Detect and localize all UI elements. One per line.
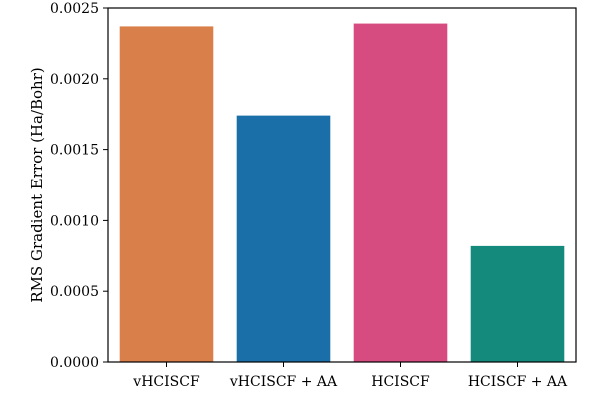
y-tick-label: 0.0000 xyxy=(50,355,99,371)
x-tick-label: vHCISCF xyxy=(132,374,200,390)
y-axis-ticks: 0.0000 0.0005 0.0010 0.0015 0.0020 0.0025 xyxy=(50,1,108,371)
x-tick-label: HCISCF xyxy=(371,374,430,390)
bar-vhciscf xyxy=(119,26,214,363)
bar-hciscf xyxy=(353,23,448,363)
x-tick-label: HCISCF + AA xyxy=(468,374,568,390)
y-tick-label: 0.0015 xyxy=(50,143,99,159)
y-tick-label: 0.0010 xyxy=(50,213,99,229)
y-tick-label: 0.0025 xyxy=(50,1,99,17)
y-axis-label: RMS Gradient Error (Ha/Bohr) xyxy=(28,67,46,302)
bar-vhciscf-aa xyxy=(236,115,331,362)
bars xyxy=(119,23,565,363)
bar-hciscf-aa xyxy=(470,245,565,362)
x-axis-ticks: vHCISCF vHCISCF + AA HCISCF HCISCF + AA xyxy=(132,362,568,390)
y-tick-label: 0.0020 xyxy=(50,72,99,88)
x-tick-label: vHCISCF + AA xyxy=(229,374,338,390)
y-tick-label: 0.0005 xyxy=(50,284,99,300)
plot-frame xyxy=(107,7,577,363)
